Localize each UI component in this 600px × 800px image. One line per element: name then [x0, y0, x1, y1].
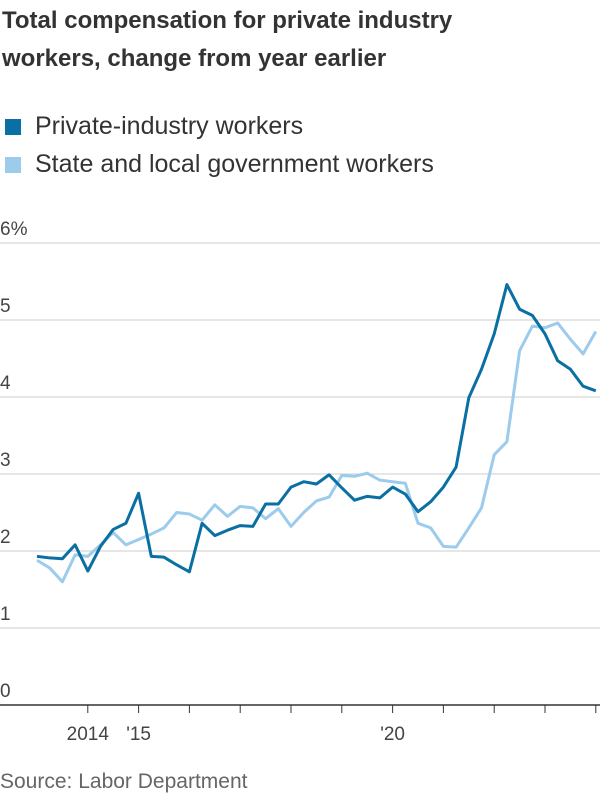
legend-label: State and local government workers	[35, 150, 434, 178]
y-tick-label: 5	[0, 296, 11, 317]
y-tick-label: 1	[0, 604, 11, 625]
y-tick-label: 3	[0, 450, 11, 471]
y-tick-label: 6%	[0, 219, 28, 240]
legend-item: State and local government workers	[5, 150, 434, 179]
y-tick-label: 0	[0, 681, 11, 702]
x-tick-label: '20	[380, 724, 405, 745]
source-note: Source: Labor Department	[0, 770, 248, 793]
legend-label: Private-industry workers	[35, 112, 304, 140]
legend-swatch	[5, 157, 21, 173]
legend-item: Private-industry workers	[5, 112, 303, 141]
data-line	[36, 283, 597, 574]
chart-title: Total compensation for private industry …	[2, 7, 453, 72]
data-line	[36, 321, 598, 584]
y-tick-label: 2	[0, 527, 11, 548]
legend-swatch	[5, 119, 21, 135]
y-tick-label: 4	[0, 373, 11, 394]
x-tick-label: 2014	[67, 724, 110, 745]
x-tick-label: '15	[126, 724, 151, 745]
